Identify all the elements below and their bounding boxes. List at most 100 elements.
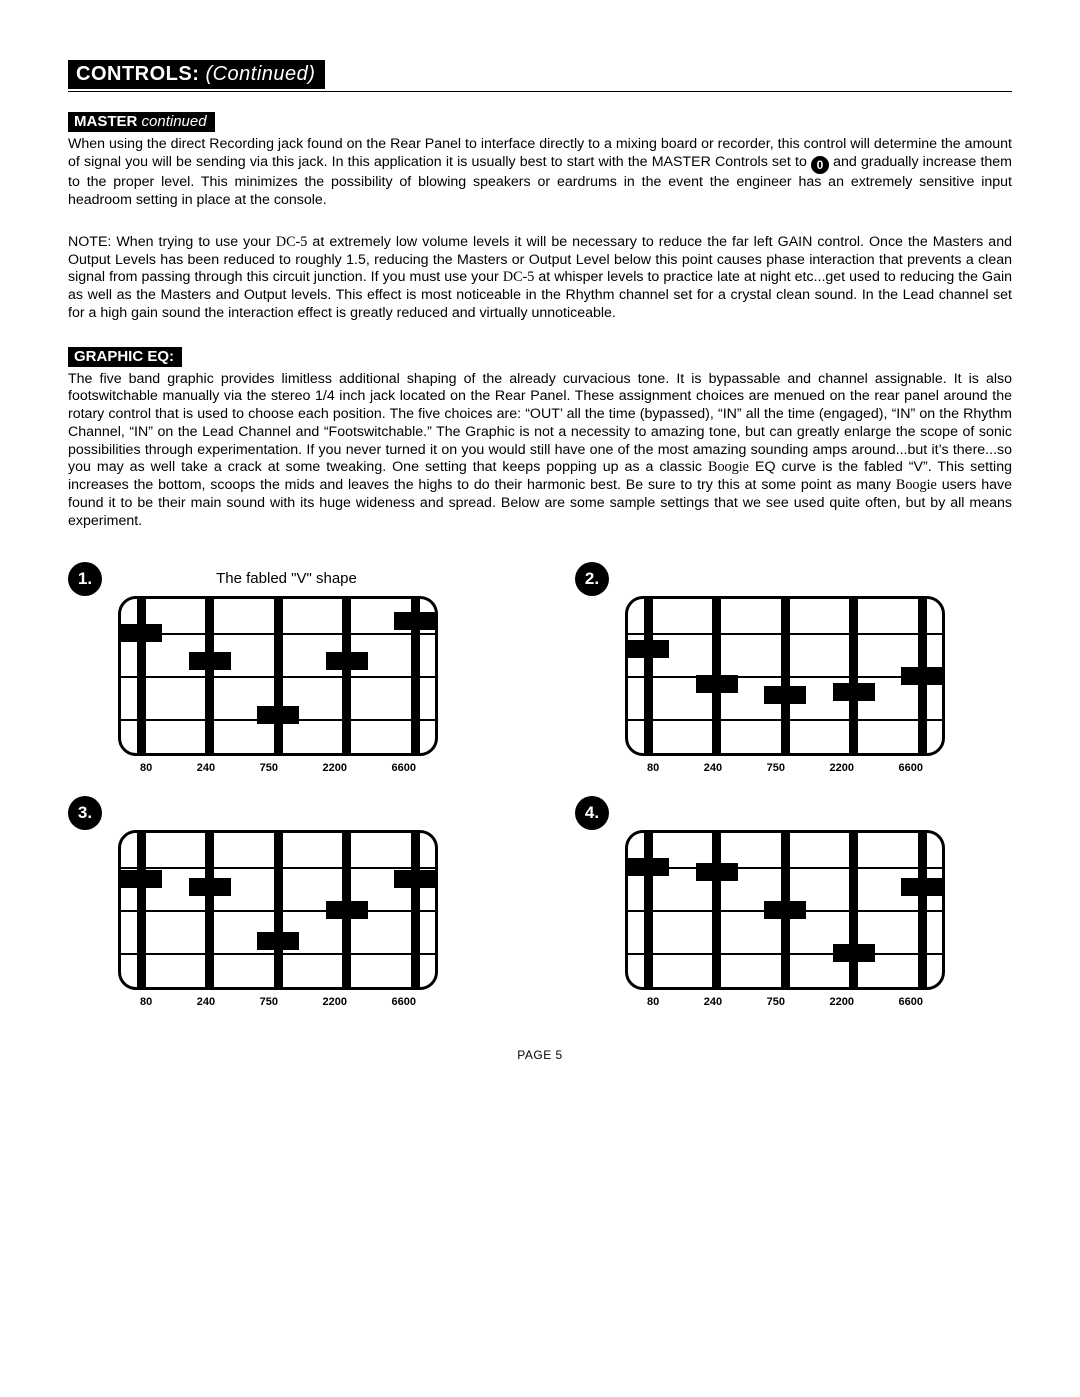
controls-heading: CONTROLS: (Continued) <box>68 60 325 89</box>
eq-slider-240 <box>204 599 216 753</box>
eq-slider-knob <box>394 612 436 630</box>
section-header-row: CONTROLS: (Continued) <box>68 60 1012 89</box>
eq-freq-labels: 8024075022006600 <box>118 990 438 1008</box>
eq-sliders <box>642 833 928 987</box>
eq-presets-grid: 1.The fabled "V" shape80240750220066002.… <box>68 570 1012 1008</box>
eq-slider-track <box>849 833 858 987</box>
eq-slider-track <box>781 599 790 753</box>
eq-panel <box>118 830 438 990</box>
eq-slider-750 <box>779 833 791 987</box>
eq-slider-2200 <box>341 833 353 987</box>
eq-slider-knob <box>696 675 738 693</box>
eq-slider-knob <box>257 932 299 950</box>
eq-preset-title: The fabled "V" shape <box>78 570 495 590</box>
eq-sliders <box>642 599 928 753</box>
eq-preset-number: 4. <box>575 796 609 830</box>
master-subheader: MASTER continued <box>68 112 215 132</box>
eq-slider-2200 <box>848 833 860 987</box>
eq-panel <box>625 830 945 990</box>
eq-slider-240 <box>711 833 723 987</box>
eq-preset-2: 2.8024075022006600 <box>585 570 1002 774</box>
eq-slider-80 <box>642 833 654 987</box>
eq-slider-750 <box>779 599 791 753</box>
eq-sliders <box>135 599 421 753</box>
eq-freq-label: 6600 <box>392 996 416 1008</box>
eq-preset-title <box>78 804 495 824</box>
eq-freq-label: 240 <box>704 762 722 774</box>
eq-slider-2200 <box>341 599 353 753</box>
master-note: NOTE: When trying to use your DC-5 at ex… <box>68 234 1012 323</box>
eq-slider-750 <box>272 599 284 753</box>
master-note-a: NOTE: When trying to use your <box>68 234 276 250</box>
eq-preset-4: 4.8024075022006600 <box>585 804 1002 1008</box>
eq-slider-80 <box>642 599 654 753</box>
eq-preset-number: 2. <box>575 562 609 596</box>
dc5-text-1: DC-5 <box>276 234 308 250</box>
eq-panel <box>625 596 945 756</box>
eq-panel <box>118 596 438 756</box>
eq-slider-track <box>644 833 653 987</box>
eq-slider-knob <box>901 878 943 896</box>
eq-slider-6600 <box>409 599 421 753</box>
eq-slider-track <box>712 833 721 987</box>
eq-freq-label: 80 <box>647 762 659 774</box>
controls-title: CONTROLS: <box>76 63 199 85</box>
eq-slider-knob <box>257 706 299 724</box>
eq-slider-knob <box>627 858 669 876</box>
eq-slider-track <box>274 833 283 987</box>
eq-slider-knob <box>833 944 875 962</box>
eq-slider-track <box>918 833 927 987</box>
eq-slider-knob <box>189 878 231 896</box>
eq-freq-label: 750 <box>260 996 278 1008</box>
eq-slider-knob <box>764 686 806 704</box>
eq-slider-knob <box>120 624 162 642</box>
eq-slider-track <box>205 833 214 987</box>
controls-subtitle: (Continued) <box>205 63 315 85</box>
eq-slider-2200 <box>848 599 860 753</box>
eq-preset-number: 1. <box>68 562 102 596</box>
eq-slider-track <box>849 599 858 753</box>
eq-preset-number: 3. <box>68 796 102 830</box>
eq-freq-label: 80 <box>140 996 152 1008</box>
eq-slider-240 <box>711 599 723 753</box>
eq-freq-labels: 8024075022006600 <box>118 756 438 774</box>
eq-slider-6600 <box>916 599 928 753</box>
eq-slider-80 <box>135 599 147 753</box>
eq-slider-750 <box>272 833 284 987</box>
eq-slider-240 <box>204 833 216 987</box>
eq-slider-knob <box>326 652 368 670</box>
eq-slider-track <box>137 833 146 987</box>
eq-slider-knob <box>394 870 436 888</box>
eq-slider-knob <box>120 870 162 888</box>
eq-preset-1: 1.The fabled "V" shape8024075022006600 <box>78 570 495 774</box>
eq-slider-track <box>205 599 214 753</box>
eq-slider-track <box>137 599 146 753</box>
eq-preset-3: 3.8024075022006600 <box>78 804 495 1008</box>
eq-freq-label: 2200 <box>830 762 854 774</box>
boogie-text-1: Boogie <box>708 459 749 475</box>
eq-freq-label: 240 <box>197 996 215 1008</box>
zero-icon: 0 <box>811 156 829 174</box>
eq-slider-6600 <box>916 833 928 987</box>
eq-slider-knob <box>696 863 738 881</box>
eq-slider-knob <box>189 652 231 670</box>
page-footer: PAGE 5 <box>68 1048 1012 1062</box>
eq-slider-knob <box>627 640 669 658</box>
eq-slider-knob <box>764 901 806 919</box>
boogie-text-2: Boogie <box>896 477 937 493</box>
dc5-text-2: DC-5 <box>503 269 535 285</box>
eq-freq-label: 80 <box>647 996 659 1008</box>
eq-freq-label: 2200 <box>830 996 854 1008</box>
eq-slider-knob <box>326 901 368 919</box>
eq-freq-labels: 8024075022006600 <box>625 990 945 1008</box>
eq-slider-track <box>411 833 420 987</box>
eq-slider-knob <box>901 667 943 685</box>
master-paragraph-1: When using the direct Recording jack fou… <box>68 136 1012 210</box>
eq-slider-knob <box>833 683 875 701</box>
eq-preset-title <box>585 804 1002 824</box>
eq-slider-track <box>342 599 351 753</box>
master-heading: MASTER <box>74 113 137 130</box>
eq-slider-track <box>644 599 653 753</box>
eq-slider-6600 <box>409 833 421 987</box>
eq-freq-label: 6600 <box>899 762 923 774</box>
